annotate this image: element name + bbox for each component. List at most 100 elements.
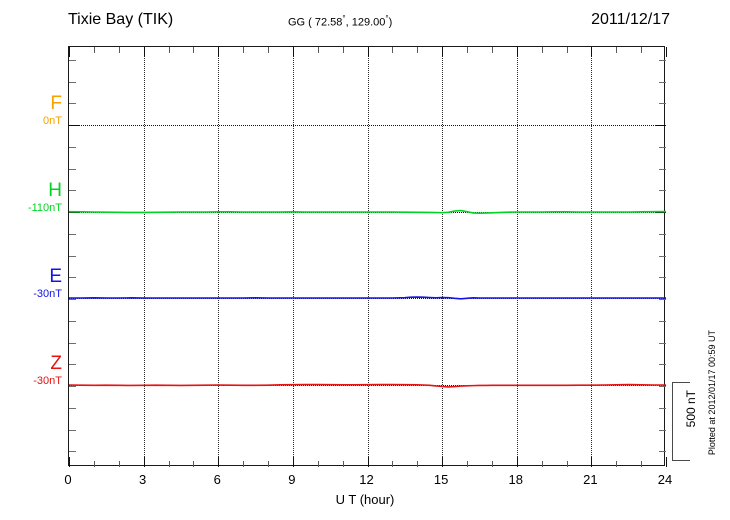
- x-axis-label-21: 21: [583, 472, 598, 487]
- component-label-Z: Z -30nT: [0, 354, 62, 387]
- x-axis-label-3: 3: [139, 472, 147, 487]
- baseline-E: [69, 298, 666, 299]
- baseline-Z: [69, 385, 666, 386]
- x-axis-label-9: 9: [288, 472, 296, 487]
- x-tick-bottom-hour-20: [566, 461, 568, 467]
- plot-area: [69, 47, 667, 467]
- x-tick-bottom-hour-24: [666, 457, 667, 467]
- gridline-hour-21: [591, 47, 593, 467]
- x-tick-top-hour-0: [69, 47, 70, 57]
- x-tick-top-hour-12: [367, 47, 369, 57]
- y-tick-l-minor: [69, 103, 76, 105]
- x-tick-top-hour-15: [442, 47, 444, 57]
- geo-prefix: GG ( 72.58: [288, 16, 343, 29]
- x-tick-bottom-hour-6: [218, 457, 220, 467]
- x-axis-title: U T (hour): [335, 492, 395, 507]
- y-tick-r-minor: [659, 277, 666, 279]
- geographic-coordinates: GG ( 72.58°, 129.00°): [288, 14, 392, 29]
- degree-symbol-lon: °: [385, 14, 389, 23]
- amplitude-scale-bar: [672, 382, 690, 461]
- x-tick-top-hour-7: [243, 47, 245, 53]
- x-tick-bottom-hour-4: [168, 461, 170, 467]
- component-letter-F: F: [50, 93, 62, 114]
- x-tick-bottom-hour-13: [392, 461, 394, 467]
- plotted-timestamp: Plotted at 2012/01/17 00:59 UT: [707, 330, 717, 456]
- x-tick-top-hour-8: [268, 47, 269, 53]
- baseline-F: [69, 125, 666, 126]
- geo-suffix: ): [388, 16, 393, 29]
- x-axis-label-15: 15: [433, 472, 449, 487]
- component-baseline-value-E: -30nT: [33, 288, 62, 300]
- y-tick-r-minor: [659, 146, 666, 148]
- x-tick-bottom-hour-19: [541, 461, 543, 467]
- x-tick-bottom-hour-21: [591, 457, 593, 467]
- x-tick-bottom-hour-11: [342, 461, 344, 467]
- x-tick-top-hour-6: [218, 47, 220, 57]
- component-letter-E: E: [49, 266, 62, 287]
- x-tick-top-hour-23: [641, 47, 643, 53]
- y-tick-r-minor: [659, 190, 666, 192]
- y-tick-l-minor: [69, 429, 76, 431]
- x-tick-top-hour-16: [467, 47, 468, 53]
- observation-date: 2011/12/17: [591, 11, 670, 28]
- x-tick-bottom-hour-16: [467, 461, 468, 467]
- y-tick-l-minor: [69, 277, 76, 279]
- y-tick-r-minor: [659, 299, 666, 300]
- degree-symbol-lat: °: [342, 14, 346, 23]
- x-tick-top-hour-17: [491, 47, 493, 53]
- x-tick-bottom-hour-7: [243, 461, 245, 467]
- y-tick-l-minor: [69, 342, 76, 344]
- x-tick-top-hour-10: [317, 47, 319, 53]
- y-tick-r-minor: [659, 342, 666, 344]
- gridline-hour-6: [218, 47, 220, 467]
- gridline-hour-18: [516, 47, 518, 467]
- component-baseline-value-F: 0nT: [43, 115, 62, 127]
- y-tick-l-minor: [69, 146, 76, 148]
- geo-mid: , 129.00: [345, 16, 386, 29]
- y-tick-l-minor: [69, 386, 76, 387]
- x-tick-top-hour-11: [342, 47, 344, 53]
- y-tick-r-minor: [659, 386, 666, 387]
- x-axis-label-24: 24: [657, 472, 673, 487]
- y-tick-l-minor: [69, 299, 76, 300]
- component-label-H: H -110nT: [0, 181, 62, 214]
- y-tick-r-minor: [659, 451, 666, 453]
- x-tick-top-hour-18: [516, 47, 518, 57]
- y-tick-l-minor: [69, 451, 76, 453]
- y-tick-l-minor: [69, 59, 76, 61]
- component-letter-Z: Z: [50, 353, 62, 374]
- x-tick-top-hour-13: [392, 47, 394, 53]
- y-tick-l-minor: [69, 407, 76, 409]
- y-tick-r-minor: [659, 103, 666, 105]
- y-tick-r-minor: [659, 233, 666, 235]
- x-tick-top-hour-3: [143, 47, 145, 57]
- station-title: Tixie Bay (TIK): [68, 11, 174, 28]
- x-tick-top-hour-4: [168, 47, 170, 53]
- component-letter-H: H: [48, 180, 62, 201]
- x-tick-top-hour-24: [666, 47, 667, 57]
- x-tick-bottom-hour-22: [616, 461, 618, 467]
- x-tick-top-hour-22: [616, 47, 618, 53]
- x-tick-top-hour-5: [193, 47, 195, 53]
- component-label-F: F 0nT: [0, 94, 62, 127]
- x-tick-top-hour-9: [292, 47, 294, 57]
- x-axis-label-12: 12: [359, 472, 374, 487]
- x-tick-bottom-hour-1: [93, 461, 95, 467]
- x-tick-bottom-hour-5: [193, 461, 195, 467]
- gridline-hour-9: [292, 47, 294, 467]
- scale-bar-label: 500 nT: [684, 390, 698, 428]
- x-axis-label-0: 0: [64, 472, 72, 487]
- component-baseline-value-Z: -30nT: [33, 375, 62, 387]
- gridline-hour-3: [143, 47, 145, 467]
- x-tick-bottom-hour-8: [268, 461, 269, 467]
- y-tick-l-minor: [69, 168, 76, 170]
- y-tick-l-minor: [69, 364, 76, 366]
- plot-frame: [68, 46, 667, 467]
- x-tick-bottom-hour-18: [516, 457, 518, 467]
- y-tick-l-minor: [69, 81, 76, 83]
- x-tick-top-hour-21: [591, 47, 593, 57]
- x-tick-top-hour-19: [541, 47, 543, 53]
- gridline-hour-15: [442, 47, 444, 467]
- x-tick-top-hour-14: [417, 47, 419, 53]
